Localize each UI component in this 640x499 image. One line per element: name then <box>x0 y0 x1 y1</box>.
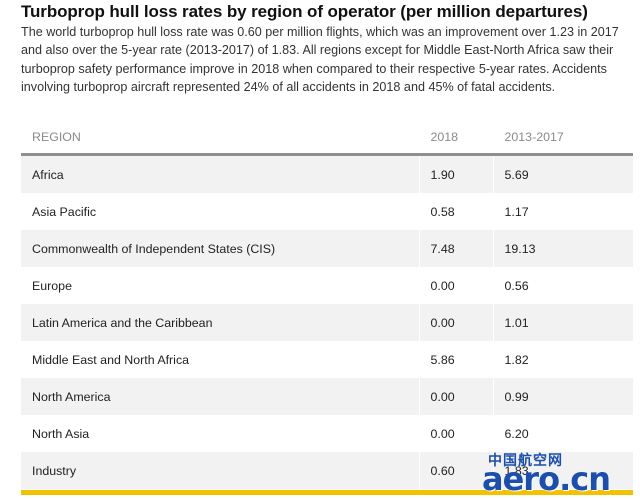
table-header-row: REGION 2018 2013-2017 <box>21 120 633 156</box>
table-row: Europe 0.00 0.56 <box>21 267 633 304</box>
region-cell: Middle East and North Africa <box>32 352 190 367</box>
rate-2018-cell: 0.00 <box>418 267 493 304</box>
page-title: Turboprop hull loss rates by region of o… <box>21 2 588 21</box>
table-row: North America 0.00 0.99 <box>21 378 633 415</box>
table-row: Commonwealth of Independent States (CIS)… <box>21 230 633 267</box>
rate-5yr-cell: 0.99 <box>492 378 633 415</box>
rate-5yr-cell: 1.82 <box>492 341 633 378</box>
rate-2018-cell: 0.00 <box>418 378 493 415</box>
rate-2018-cell: 0.00 <box>418 415 493 452</box>
table-row: Africa 1.90 5.69 <box>21 154 633 193</box>
rate-2018-cell: 0.60 <box>418 452 493 489</box>
rate-2018-cell: 7.48 <box>418 230 493 267</box>
rate-5yr-cell: 5.69 <box>492 154 633 193</box>
region-cell: Africa <box>21 154 419 193</box>
region-cell: North America <box>21 378 419 415</box>
table-row: North Asia 0.00 6.20 <box>21 415 633 452</box>
aero-cn-watermark: 中国航空网 aero.cn <box>482 452 640 498</box>
region-cell: Latin America and the Caribbean <box>21 304 419 341</box>
rate-2018-cell: 0.58 <box>418 193 493 230</box>
table-row: Asia Pacific 0.58 1.17 <box>21 193 633 230</box>
watermark-logo-text: aero.cn <box>482 460 611 498</box>
header-2013-2017: 2013-2017 <box>492 120 633 156</box>
rate-2018-cell: 0.00 <box>418 304 493 341</box>
region-cell: Industry <box>21 452 419 489</box>
rate-5yr-cell: 1.17 <box>492 193 633 230</box>
table-row: Latin America and the Caribbean 0.00 1.0… <box>21 304 633 341</box>
rate-5yr-cell: 0.56 <box>492 267 633 304</box>
table-row: Industry 0.60 1.83 <box>21 452 633 489</box>
hull-loss-table: REGION 2018 2013-2017 Africa 1.90 5.69 A… <box>21 120 633 489</box>
region-cell: Asia Pacific <box>32 204 97 219</box>
rate-5yr-cell: 1.01 <box>492 304 633 341</box>
rate-5yr-cell: 6.20 <box>492 415 633 452</box>
rate-2018-cell: 1.90 <box>418 154 493 193</box>
region-cell: Commonwealth of Independent States (CIS) <box>21 230 419 267</box>
rate-5yr-cell: 19.13 <box>492 230 633 267</box>
rate-5yr-cell: 1.83 <box>492 452 633 489</box>
header-region: REGION <box>21 120 419 156</box>
region-cell: North Asia <box>32 426 90 441</box>
watermark-chinese-text: 中国航空网 <box>488 453 563 469</box>
accent-bar <box>21 490 633 495</box>
table-row: Middle East and North Africa 5.86 1.82 <box>21 341 633 378</box>
summary-paragraph: The world turboprop hull loss rate was 0… <box>21 25 619 95</box>
region-cell: Europe <box>32 278 72 293</box>
rate-2018-cell: 5.86 <box>418 341 493 378</box>
header-2018: 2018 <box>418 120 493 156</box>
